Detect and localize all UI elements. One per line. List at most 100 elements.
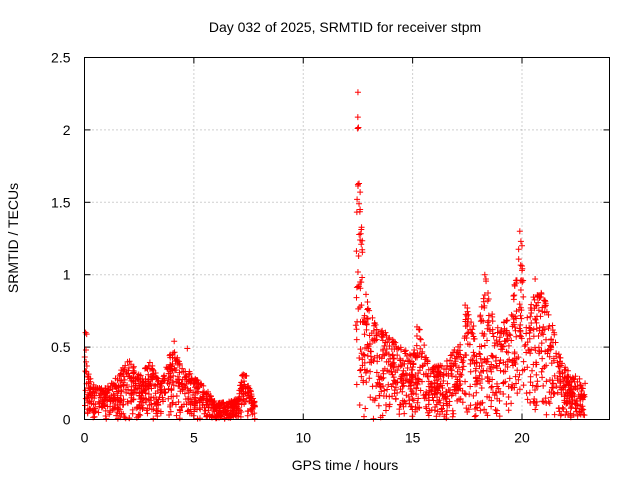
data-point — [449, 413, 456, 420]
data-point — [508, 400, 515, 407]
data-point — [356, 200, 363, 207]
data-point — [477, 312, 484, 319]
data-point — [149, 376, 156, 383]
data-point — [539, 365, 546, 372]
data-point — [440, 377, 447, 384]
data-point — [500, 359, 507, 366]
data-point — [408, 391, 415, 398]
data-point — [564, 389, 571, 396]
data-point — [424, 357, 431, 364]
data-point — [165, 370, 172, 377]
data-point — [353, 326, 360, 333]
data-point — [384, 386, 391, 393]
data-point — [107, 403, 114, 410]
data-point — [206, 401, 213, 408]
data-point — [84, 410, 91, 417]
data-point — [570, 411, 577, 418]
data-point — [216, 404, 223, 411]
data-point — [171, 338, 178, 345]
data-point — [411, 346, 418, 353]
data-point — [367, 368, 374, 375]
data-point — [184, 385, 191, 392]
data-point — [245, 389, 252, 396]
plot-frame — [84, 57, 610, 420]
data-point — [489, 389, 496, 396]
data-point — [534, 383, 541, 390]
y-tick-label: 1 — [63, 267, 71, 283]
data-point — [513, 308, 520, 315]
data-point — [139, 375, 146, 382]
data-point — [389, 381, 396, 388]
data-point — [157, 386, 164, 393]
data-point — [455, 353, 462, 360]
data-point — [414, 399, 421, 406]
data-point — [373, 332, 380, 339]
chart-title: Day 032 of 2025, SRMTID for receiver stp… — [209, 19, 481, 35]
data-point — [533, 371, 540, 378]
data-point — [523, 330, 530, 337]
data-point — [425, 383, 432, 390]
data-point — [567, 405, 574, 412]
data-point — [179, 380, 186, 387]
data-point — [135, 375, 142, 382]
data-point — [535, 332, 542, 339]
data-point — [536, 324, 543, 331]
data-point — [354, 89, 361, 96]
data-point — [488, 352, 495, 359]
data-point — [429, 394, 436, 401]
data-point — [354, 182, 361, 189]
data-point — [221, 415, 228, 422]
data-point — [142, 365, 149, 372]
data-point — [386, 334, 393, 341]
data-point — [378, 328, 385, 335]
data-point — [543, 378, 550, 385]
data-point — [524, 364, 531, 371]
data-point — [364, 306, 371, 313]
data-point — [516, 228, 523, 235]
data-point — [400, 370, 407, 377]
data-point — [125, 370, 132, 377]
data-point — [503, 400, 510, 407]
data-point — [509, 359, 516, 366]
data-point — [517, 262, 524, 269]
data-point — [480, 332, 487, 339]
data-point — [184, 408, 191, 415]
data-point — [488, 397, 495, 404]
data-point — [574, 412, 581, 419]
data-point — [462, 378, 469, 385]
data-point — [397, 357, 404, 364]
data-point — [557, 354, 564, 361]
data-point — [559, 384, 566, 391]
data-point — [160, 378, 167, 385]
data-point — [563, 381, 570, 388]
data-point — [168, 385, 175, 392]
data-point — [477, 351, 484, 358]
data-point — [166, 412, 173, 419]
data-point — [102, 393, 109, 400]
data-point — [527, 373, 534, 380]
data-point — [383, 393, 390, 400]
data-point — [540, 398, 547, 405]
data-point — [185, 371, 192, 378]
data-point — [148, 406, 155, 413]
data-point — [576, 393, 583, 400]
data-point — [236, 390, 243, 397]
data-point — [83, 358, 90, 365]
data-point — [381, 352, 388, 359]
data-point — [368, 356, 375, 363]
data-point — [481, 406, 488, 413]
data-point — [443, 388, 450, 395]
data-point — [421, 342, 428, 349]
data-point — [404, 364, 411, 371]
data-point — [92, 408, 99, 415]
data-point — [134, 376, 141, 383]
data-point — [244, 412, 251, 419]
data-point — [553, 383, 560, 390]
data-point — [519, 267, 525, 274]
data-point — [531, 296, 538, 303]
grid-lines — [84, 57, 610, 420]
data-point — [82, 368, 89, 375]
data-point — [363, 321, 370, 328]
data-point — [249, 411, 256, 418]
data-point — [246, 385, 253, 392]
